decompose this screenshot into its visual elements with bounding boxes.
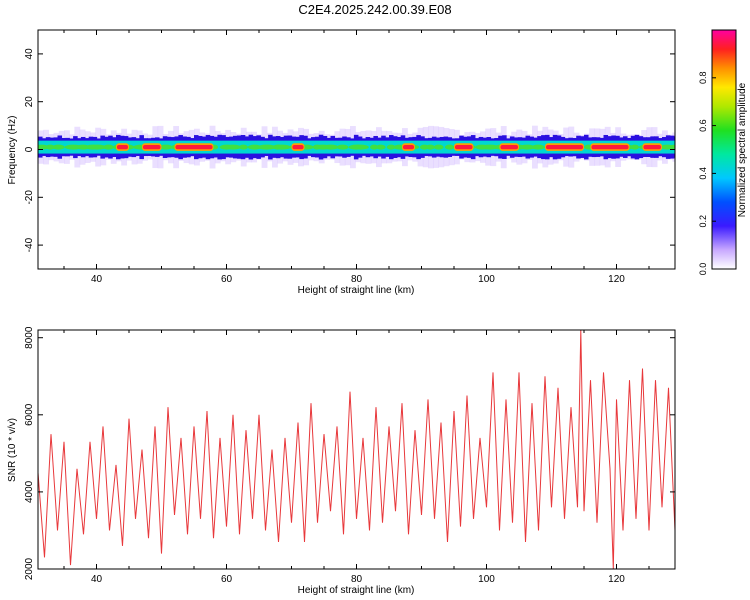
spectrogram-peak-span — [403, 144, 414, 150]
spectrogram-green-blob — [352, 144, 369, 150]
spectrogram-peak-span — [643, 144, 661, 150]
spectrogram-green-blob — [386, 144, 396, 150]
y-tick-label: 4000 — [24, 480, 35, 503]
spectrogram-green-blob — [667, 144, 675, 150]
figure-title: C2E4.2025.242.00.39.E08 — [298, 2, 452, 17]
spectrogram-peak-span — [117, 144, 128, 150]
snr-series-line — [38, 330, 675, 569]
spectrogram-green-blob — [425, 144, 435, 150]
spectrogram-band — [38, 125, 675, 169]
spectrogram-green-blob — [87, 144, 107, 150]
colorbar-tick-label: 0.6 — [698, 119, 708, 132]
spectrogram-green-blob — [158, 144, 173, 150]
spectrogram-green-blob — [630, 144, 640, 150]
spectrogram-green-blob — [76, 144, 90, 150]
colorbar-tick-label: 0.2 — [698, 215, 708, 228]
snr-x-label: Height of straight line (km) — [298, 585, 415, 596]
colorbar-ticks: 0.0 0.2 0.4 0.6 0.8 — [698, 72, 716, 276]
spectrogram-green-blob — [519, 144, 535, 150]
colorbar-tick-label: 0.4 — [698, 167, 708, 180]
y-tick-label: 40 — [24, 48, 35, 60]
spectrogram-green-blob — [480, 144, 500, 150]
x-tick-label: 100 — [478, 274, 495, 285]
y-tick-label: -20 — [24, 190, 35, 205]
spectrogram-green-blob — [272, 144, 291, 150]
colorbar-tick-label: 0.8 — [698, 72, 708, 85]
spectrogram-peak-span — [546, 144, 583, 150]
spectrogram-peak-span — [455, 144, 473, 150]
spectrogram-green-blob — [256, 144, 277, 150]
spectrogram-green-blob — [531, 144, 545, 150]
colorbar-frame — [711, 29, 737, 270]
spectrogram-green-blob — [52, 144, 65, 150]
x-tick-label: 40 — [91, 574, 103, 585]
spectrogram-green-blob — [247, 144, 262, 150]
snr-panel: 40 60 80 100 120 2000 4000 6000 8000 Height of … — [7, 326, 676, 596]
y-tick-label: -40 — [24, 237, 35, 252]
colorbar-label: Normalized spectral amplitude — [737, 82, 748, 217]
spectrogram-y-label: Frequency (Hz) — [7, 116, 18, 185]
x-tick-label: 80 — [351, 574, 363, 585]
y-tick-label: 8000 — [24, 326, 35, 349]
y-tick-label: 6000 — [24, 403, 35, 426]
spectrogram-green-blob — [38, 144, 50, 150]
x-tick-label: 120 — [608, 574, 625, 585]
y-tick-label: 0 — [24, 146, 35, 152]
snr-y-ticks: 2000 4000 6000 8000 — [24, 326, 675, 580]
spectrogram-green-blob — [433, 144, 444, 150]
spectrogram-green-blob — [225, 144, 241, 150]
spectrogram-green-blob — [336, 144, 349, 150]
spectrogram-green-blob — [376, 144, 386, 150]
colorbar: 0.0 0.2 0.4 0.6 0.8 Normalized spectral ampl… — [698, 29, 748, 276]
x-tick-label: 60 — [221, 274, 233, 285]
spectrogram-green-blob — [444, 144, 455, 150]
x-tick-label: 120 — [608, 274, 625, 285]
spectrogram-panel: 40 60 80 100 120 -40 -20 0 20 40 Height of strai… — [7, 29, 676, 296]
spectrogram-green-blob — [238, 144, 248, 150]
spectrogram-peak-span — [591, 144, 629, 150]
spectrogram-peak-span — [292, 144, 304, 150]
spectrogram-green-blob — [370, 144, 379, 150]
snr-x-ticks: 40 60 80 100 120 — [63, 330, 650, 585]
spectrogram-green-blob — [323, 144, 339, 150]
snr-frame — [37, 329, 676, 570]
spectrogram-green-blob — [103, 144, 114, 150]
spectrogram-y-ticks: -40 -20 0 20 40 — [24, 48, 675, 252]
colorbar-gradient — [712, 30, 736, 269]
spectrogram-peak-span — [143, 144, 161, 150]
x-tick-label: 40 — [91, 274, 103, 285]
x-tick-label: 60 — [221, 574, 233, 585]
spectrogram-x-label: Height of straight line (km) — [298, 285, 415, 296]
spectrogram-peak-span — [175, 144, 213, 150]
snr-y-label: SNR (10 * v/v) — [7, 418, 18, 482]
y-tick-label: 2000 — [24, 557, 35, 580]
x-tick-label: 80 — [351, 274, 363, 285]
colorbar-tick-label: 0.0 — [698, 263, 708, 276]
spectrogram-x-ticks: 40 60 80 100 120 — [63, 30, 650, 285]
y-tick-label: 20 — [24, 96, 35, 108]
spectrogram-green-blob — [45, 144, 55, 150]
spectrogram-peak-span — [500, 144, 518, 150]
x-tick-label: 100 — [478, 574, 495, 585]
